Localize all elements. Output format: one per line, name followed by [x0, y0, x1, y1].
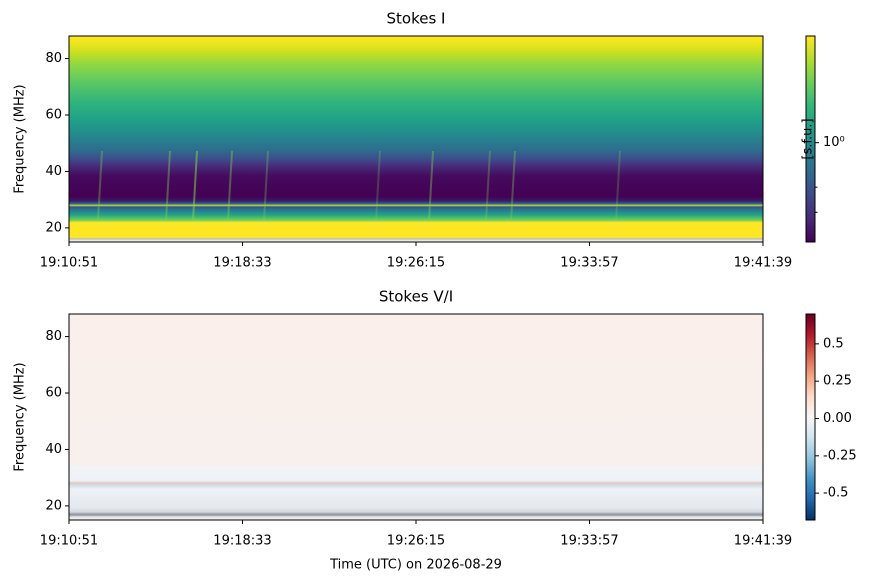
x-tick-label: 19:26:15	[387, 256, 445, 271]
x-tick-label: 19:10:51	[40, 256, 98, 271]
y-tick-label: 20	[45, 498, 62, 513]
y-tick-label: 40	[45, 164, 62, 179]
colorbar	[805, 35, 816, 243]
y-axis-label: Frequency (MHz)	[13, 362, 28, 471]
colorbar-tick-label: 0.5	[823, 336, 844, 351]
spectrogram-image	[69, 36, 763, 242]
colorbar-tick-label: -0.25	[823, 448, 857, 463]
plots: Stokes I Frequency (MHz) 20 40 60 80 19:10:51 1…	[13, 10, 857, 573]
plot-title: Stokes I	[387, 10, 446, 28]
burst	[375, 150, 381, 222]
burst	[192, 150, 198, 222]
burst	[227, 150, 233, 222]
burst	[510, 150, 516, 222]
y-tick-label: 60	[45, 108, 62, 123]
y-tick-label: 40	[45, 442, 62, 457]
x-tick-label: 19:18:33	[213, 256, 271, 271]
colorbar-tick-label: 0.25	[823, 374, 852, 389]
spectrogram-image	[69, 314, 763, 520]
y-tick-label: 20	[45, 220, 62, 235]
x-axis-label: Time (UTC) on 2026-08-29	[329, 558, 502, 573]
x-tick-label: 19:33:57	[560, 256, 618, 271]
x-tick-label: 19:41:39	[734, 534, 792, 549]
x-tick-label: 19:41:39	[734, 256, 792, 271]
burst	[485, 150, 491, 222]
x-tick-label: 19:33:57	[560, 534, 618, 549]
colorbar-tick-label: 0.00	[823, 411, 852, 426]
y-axis-label: Frequency (MHz)	[13, 84, 28, 193]
burst	[97, 150, 103, 222]
colorbar-tick-label: 10⁰	[823, 135, 845, 150]
x-tick-label: 19:10:51	[40, 534, 98, 549]
x-tick-label: 19:18:33	[213, 534, 271, 549]
y-tick-label: 80	[45, 329, 62, 344]
y-tick-label: 80	[45, 51, 62, 66]
burst	[263, 150, 269, 222]
burst	[615, 150, 621, 222]
plot-title: Stokes V/I	[379, 288, 453, 306]
burst	[165, 150, 171, 222]
x-tick-label: 19:26:15	[387, 534, 445, 549]
colorbar	[805, 313, 816, 521]
y-tick-label: 60	[45, 386, 62, 401]
burst	[428, 150, 434, 222]
colorbar-label: [s.f.u.]	[801, 118, 816, 159]
colorbar-tick-label: -0.5	[823, 486, 848, 501]
